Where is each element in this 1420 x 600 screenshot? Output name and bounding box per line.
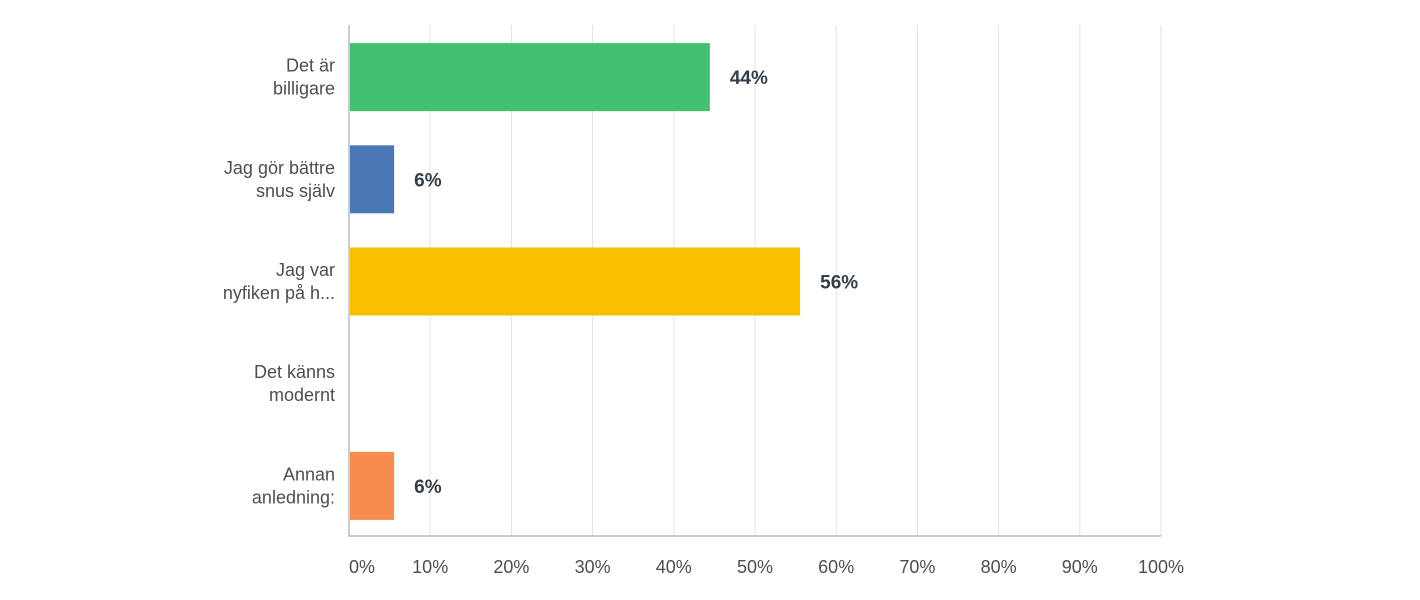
category-label: nyfiken på h... <box>223 283 335 303</box>
category-label: anledning: <box>252 487 335 507</box>
bar <box>350 43 710 112</box>
x-tick-label: 80% <box>981 557 1017 577</box>
x-tick-label: 40% <box>656 557 692 577</box>
x-tick-label: 70% <box>899 557 935 577</box>
data-label: 44% <box>730 68 768 89</box>
data-label: 56% <box>820 273 858 294</box>
category-label: modernt <box>269 385 335 405</box>
x-tick-label: 60% <box>818 557 854 577</box>
x-tick-label: 90% <box>1062 557 1098 577</box>
axes <box>348 25 1161 537</box>
bar <box>350 451 395 520</box>
category-label: Det är <box>286 56 335 76</box>
x-tick-label: 50% <box>737 557 773 577</box>
category-label: Annan <box>283 464 335 484</box>
bar <box>350 145 395 214</box>
bars <box>350 43 801 520</box>
data-label: 6% <box>414 477 442 498</box>
category-label: billigare <box>273 79 335 99</box>
category-label: Jag gör bättre <box>224 158 335 178</box>
category-label: snus själv <box>256 181 335 201</box>
x-tick-label: 30% <box>575 557 611 577</box>
x-tick-label: 20% <box>493 557 529 577</box>
category-label: Jag var <box>276 260 335 280</box>
labels: 0% 10% 20% 30% 40% 50% 60% 70% 80% 90% 100% Det är b… <box>223 56 1184 577</box>
bar <box>350 247 801 316</box>
x-tick-label: 100% <box>1138 557 1184 577</box>
x-tick-label: 0% <box>349 557 375 577</box>
x-tick-label: 10% <box>412 557 448 577</box>
data-label: 6% <box>414 170 442 191</box>
category-label: Det känns <box>254 362 335 382</box>
